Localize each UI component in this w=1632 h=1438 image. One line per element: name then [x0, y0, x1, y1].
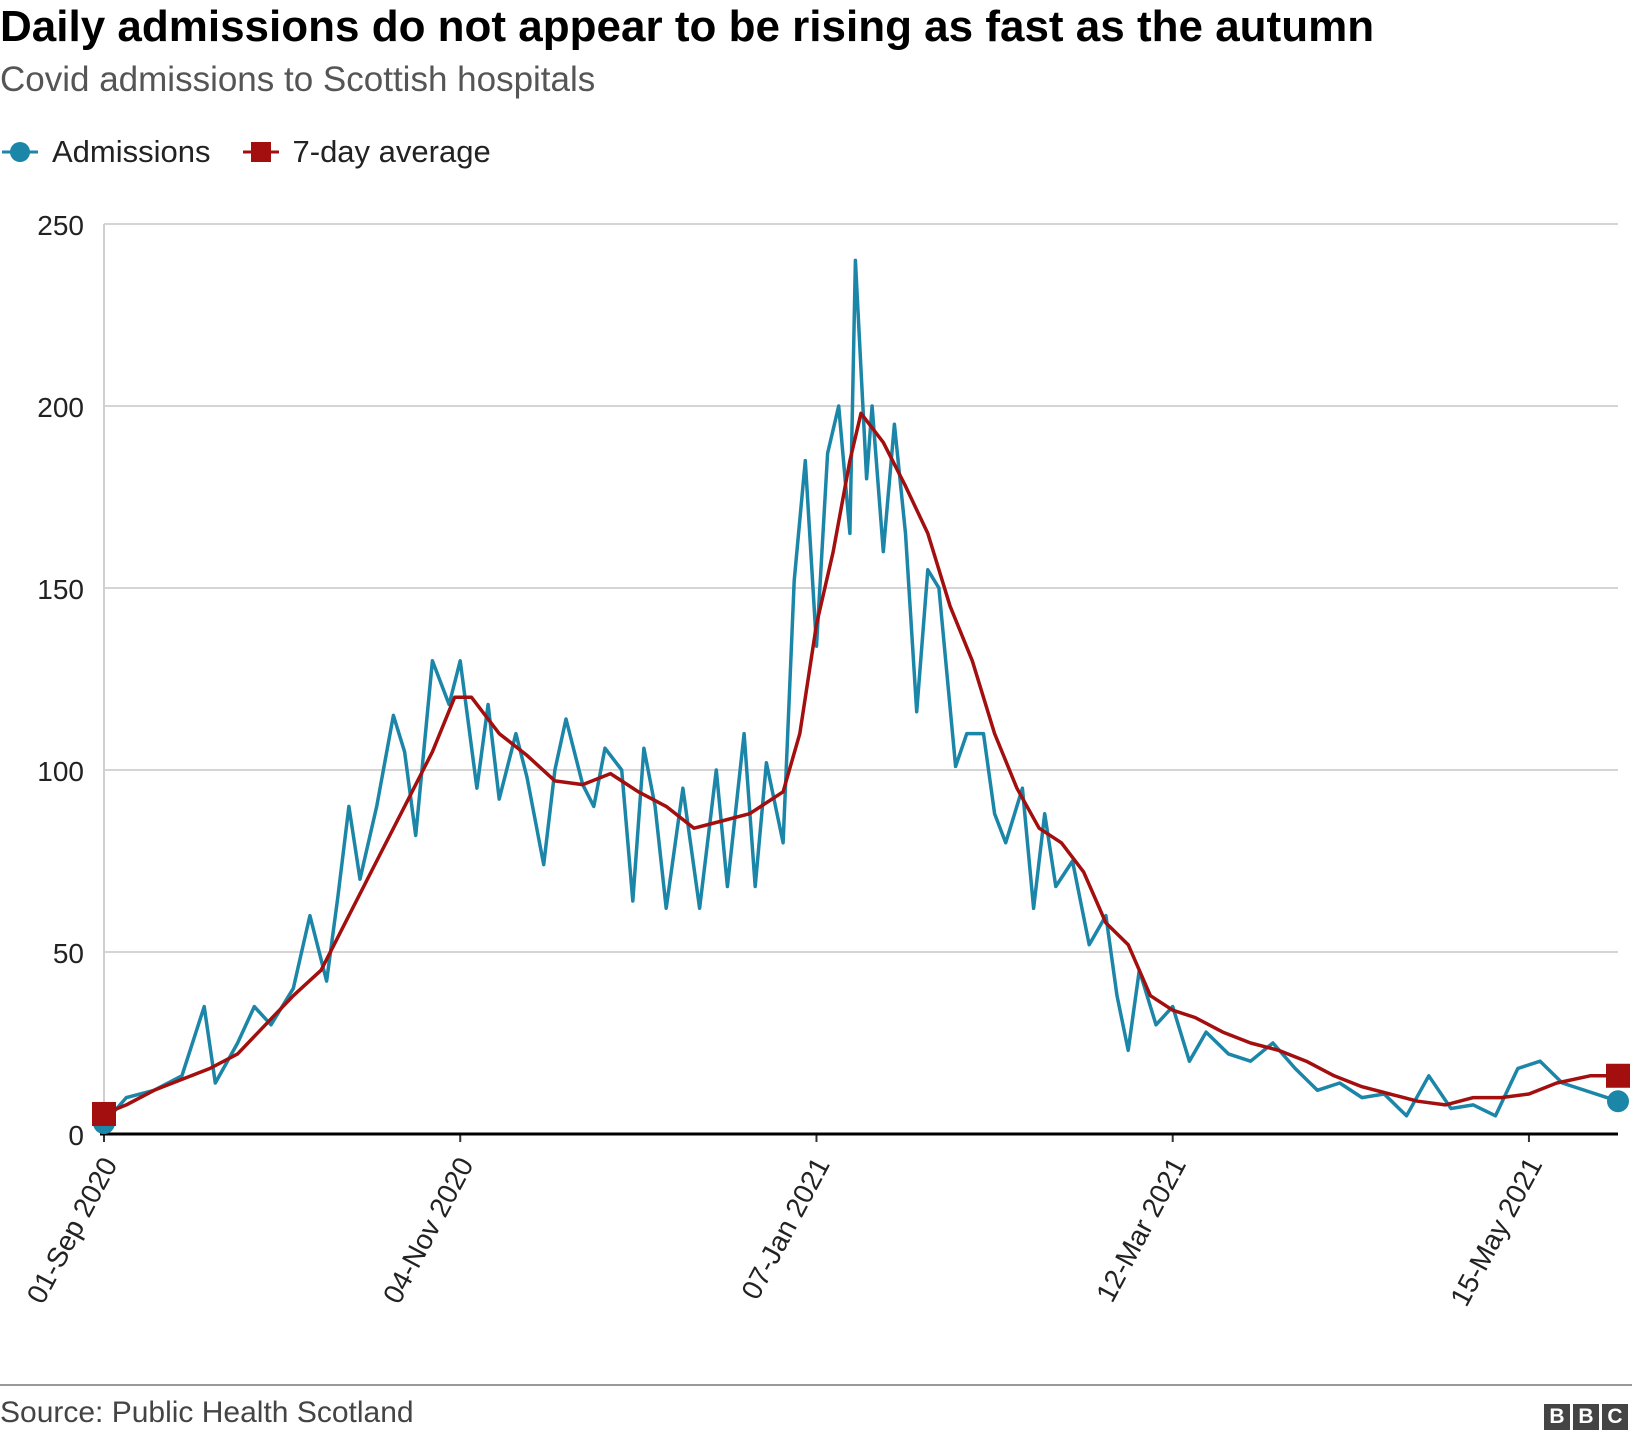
average-end-marker — [1606, 1063, 1630, 1088]
chart-subtitle: Covid admissions to Scottish hospitals — [0, 60, 596, 99]
admissions-line — [102, 258, 1619, 1125]
average-line — [103, 411, 1618, 1116]
chart-title: Daily admissions do not appear to be ris… — [0, 2, 1375, 51]
logo-letter-b2: B — [1573, 1404, 1599, 1430]
source-note: Source: Public Health Scotland — [0, 1396, 414, 1429]
y-tick-label: 50 — [53, 938, 84, 969]
footer-divider — [0, 1384, 1632, 1386]
y-tick-label: 200 — [37, 392, 84, 423]
legend-label-admissions: Admissions — [52, 134, 211, 169]
logo-letter-b1: B — [1544, 1404, 1570, 1430]
bbc-logo: B B C — [1544, 1404, 1628, 1430]
legend-label-average: 7-day average — [292, 134, 491, 169]
average-legend-icon — [242, 142, 279, 162]
admissions-end-marker — [1607, 1090, 1629, 1113]
logo-letter-c: C — [1602, 1404, 1628, 1430]
admissions-legend-icon — [2, 142, 38, 162]
y-tick-label: 250 — [37, 210, 84, 241]
x-tick-label: 04-Nov 2020 — [377, 1152, 480, 1308]
x-tick-label: 15-May 2021 — [1444, 1152, 1548, 1311]
x-tick-label: 07-Jan 2021 — [735, 1152, 835, 1304]
legend-item-average: 7-day average — [241, 134, 491, 170]
x-tick-label: 01-Sep 2020 — [21, 1152, 124, 1308]
legend: Admissions 7-day average — [0, 134, 521, 170]
y-tick-label: 100 — [37, 756, 84, 787]
y-tick-label: 0 — [68, 1120, 84, 1151]
average-start-marker — [92, 1101, 116, 1126]
x-tick-label: 12-Mar 2021 — [1090, 1152, 1192, 1307]
legend-item-admissions: Admissions — [0, 134, 211, 170]
y-tick-label: 150 — [37, 574, 84, 605]
line-chart: 0 50 100 150 200 250 01-Sep 2020 04-Nov 2020 07-… — [21, 210, 1630, 1311]
